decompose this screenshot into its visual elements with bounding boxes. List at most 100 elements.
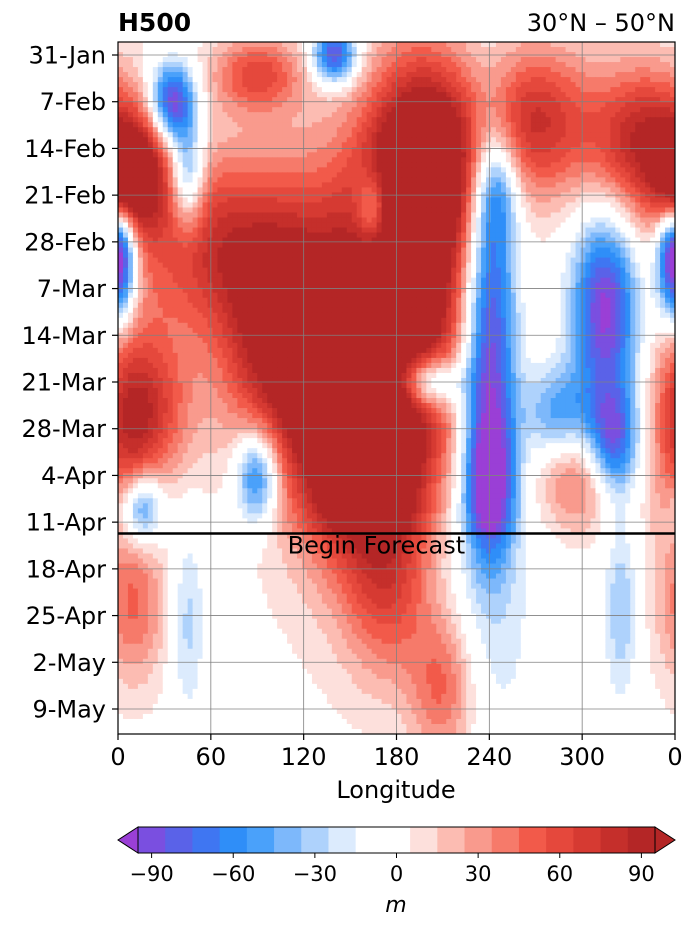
heatmap-cell [326,57,333,63]
heatmap-cell [650,137,656,143]
heatmap-cell [202,92,209,98]
heatmap-cell [242,82,248,88]
heatmap-cell [122,62,129,68]
heatmap-cell [212,262,219,269]
heatmap-cell [655,157,661,163]
heatmap-cell [292,132,298,138]
heatmap-cell [630,182,636,189]
heatmap-cell [262,222,268,229]
heatmap-cell [495,132,502,138]
heatmap-cell [446,197,452,204]
heatmap-cell [495,92,502,98]
heatmap-cell [580,122,587,128]
heatmap-cell [490,222,497,229]
heatmap-cell [565,127,572,133]
heatmap-cell [605,237,611,244]
heatmap-cell [157,162,164,168]
heatmap-cell [436,237,442,244]
heatmap-cell [505,142,512,148]
heatmap-cell [456,112,462,118]
heatmap-cell [346,252,353,259]
heatmap-cell [122,147,129,153]
heatmap-cell [262,107,268,113]
heatmap-cell [530,62,537,68]
heatmap-cell [525,207,532,214]
heatmap-cell [565,182,572,189]
heatmap-cell [122,187,129,194]
heatmap-cell [665,197,671,204]
heatmap-cell [406,242,413,249]
heatmap-cell [142,82,149,88]
heatmap-cell [520,232,527,239]
heatmap-cell [197,187,204,194]
heatmap-cell [525,257,532,264]
heatmap-cell [650,127,656,133]
heatmap-cell [486,47,492,53]
heatmap-cell [630,152,636,158]
heatmap-cell [361,87,368,93]
heatmap-cell [530,127,537,133]
heatmap-cell [162,207,169,214]
heatmap-cell [336,207,343,214]
heatmap-cell [461,117,467,123]
heatmap-cell [252,152,258,158]
heatmap-cell [610,97,616,103]
heatmap-cell [127,82,134,88]
heatmap-cell [142,47,149,53]
heatmap-cell [227,57,233,63]
heatmap-cell [222,227,229,234]
heatmap-cell [471,62,477,68]
heatmap-cell [132,237,139,244]
heatmap-cell [600,182,606,189]
heatmap-cell [242,142,248,148]
heatmap-cell [505,207,512,214]
heatmap-cell [625,227,631,234]
heatmap-cell [645,147,651,153]
heatmap-cell [575,167,582,173]
heatmap-cell [137,67,144,73]
heatmap-cell [600,242,606,249]
heatmap-cell [242,72,248,78]
heatmap-cell [366,247,373,254]
heatmap-cell [177,237,184,244]
heatmap-cell [356,232,363,239]
heatmap-cell [670,247,675,254]
heatmap-cell [635,167,641,173]
heatmap-cell [391,207,398,214]
heatmap-cell [182,257,189,264]
heatmap-cell [530,232,537,239]
heatmap-cell [421,42,427,48]
heatmap-cell [466,117,472,123]
heatmap-cell [207,162,214,168]
heatmap-cell [157,252,164,259]
heatmap-cell [147,157,154,163]
heatmap-cell [595,147,601,153]
heatmap-cell [520,217,527,224]
heatmap-cell [297,202,303,209]
heatmap-cell [391,62,398,68]
heatmap-cell [122,127,129,133]
heatmap-cell [282,152,288,158]
heatmap-cell [167,162,174,168]
heatmap-cell [311,177,318,183]
heatmap-cell [391,112,398,118]
heatmap-cell [177,187,184,194]
heatmap-cell [436,67,442,73]
heatmap-cell [147,42,154,48]
heatmap-cell [361,42,368,48]
heatmap-cell [237,132,243,138]
heatmap-cell [282,162,288,168]
heatmap-cell [217,67,224,73]
heatmap-cell [635,152,641,158]
heatmap-cell [336,202,343,209]
heatmap-cell [162,187,169,194]
heatmap-cell [381,87,388,93]
heatmap-cell [361,152,368,158]
heatmap-cell [237,242,243,249]
heatmap-cell [217,157,224,163]
heatmap-cell [670,47,675,53]
heatmap-cell [122,122,129,128]
heatmap-cell [570,67,577,73]
heatmap-cell [321,57,328,63]
heatmap-cell [490,157,497,163]
